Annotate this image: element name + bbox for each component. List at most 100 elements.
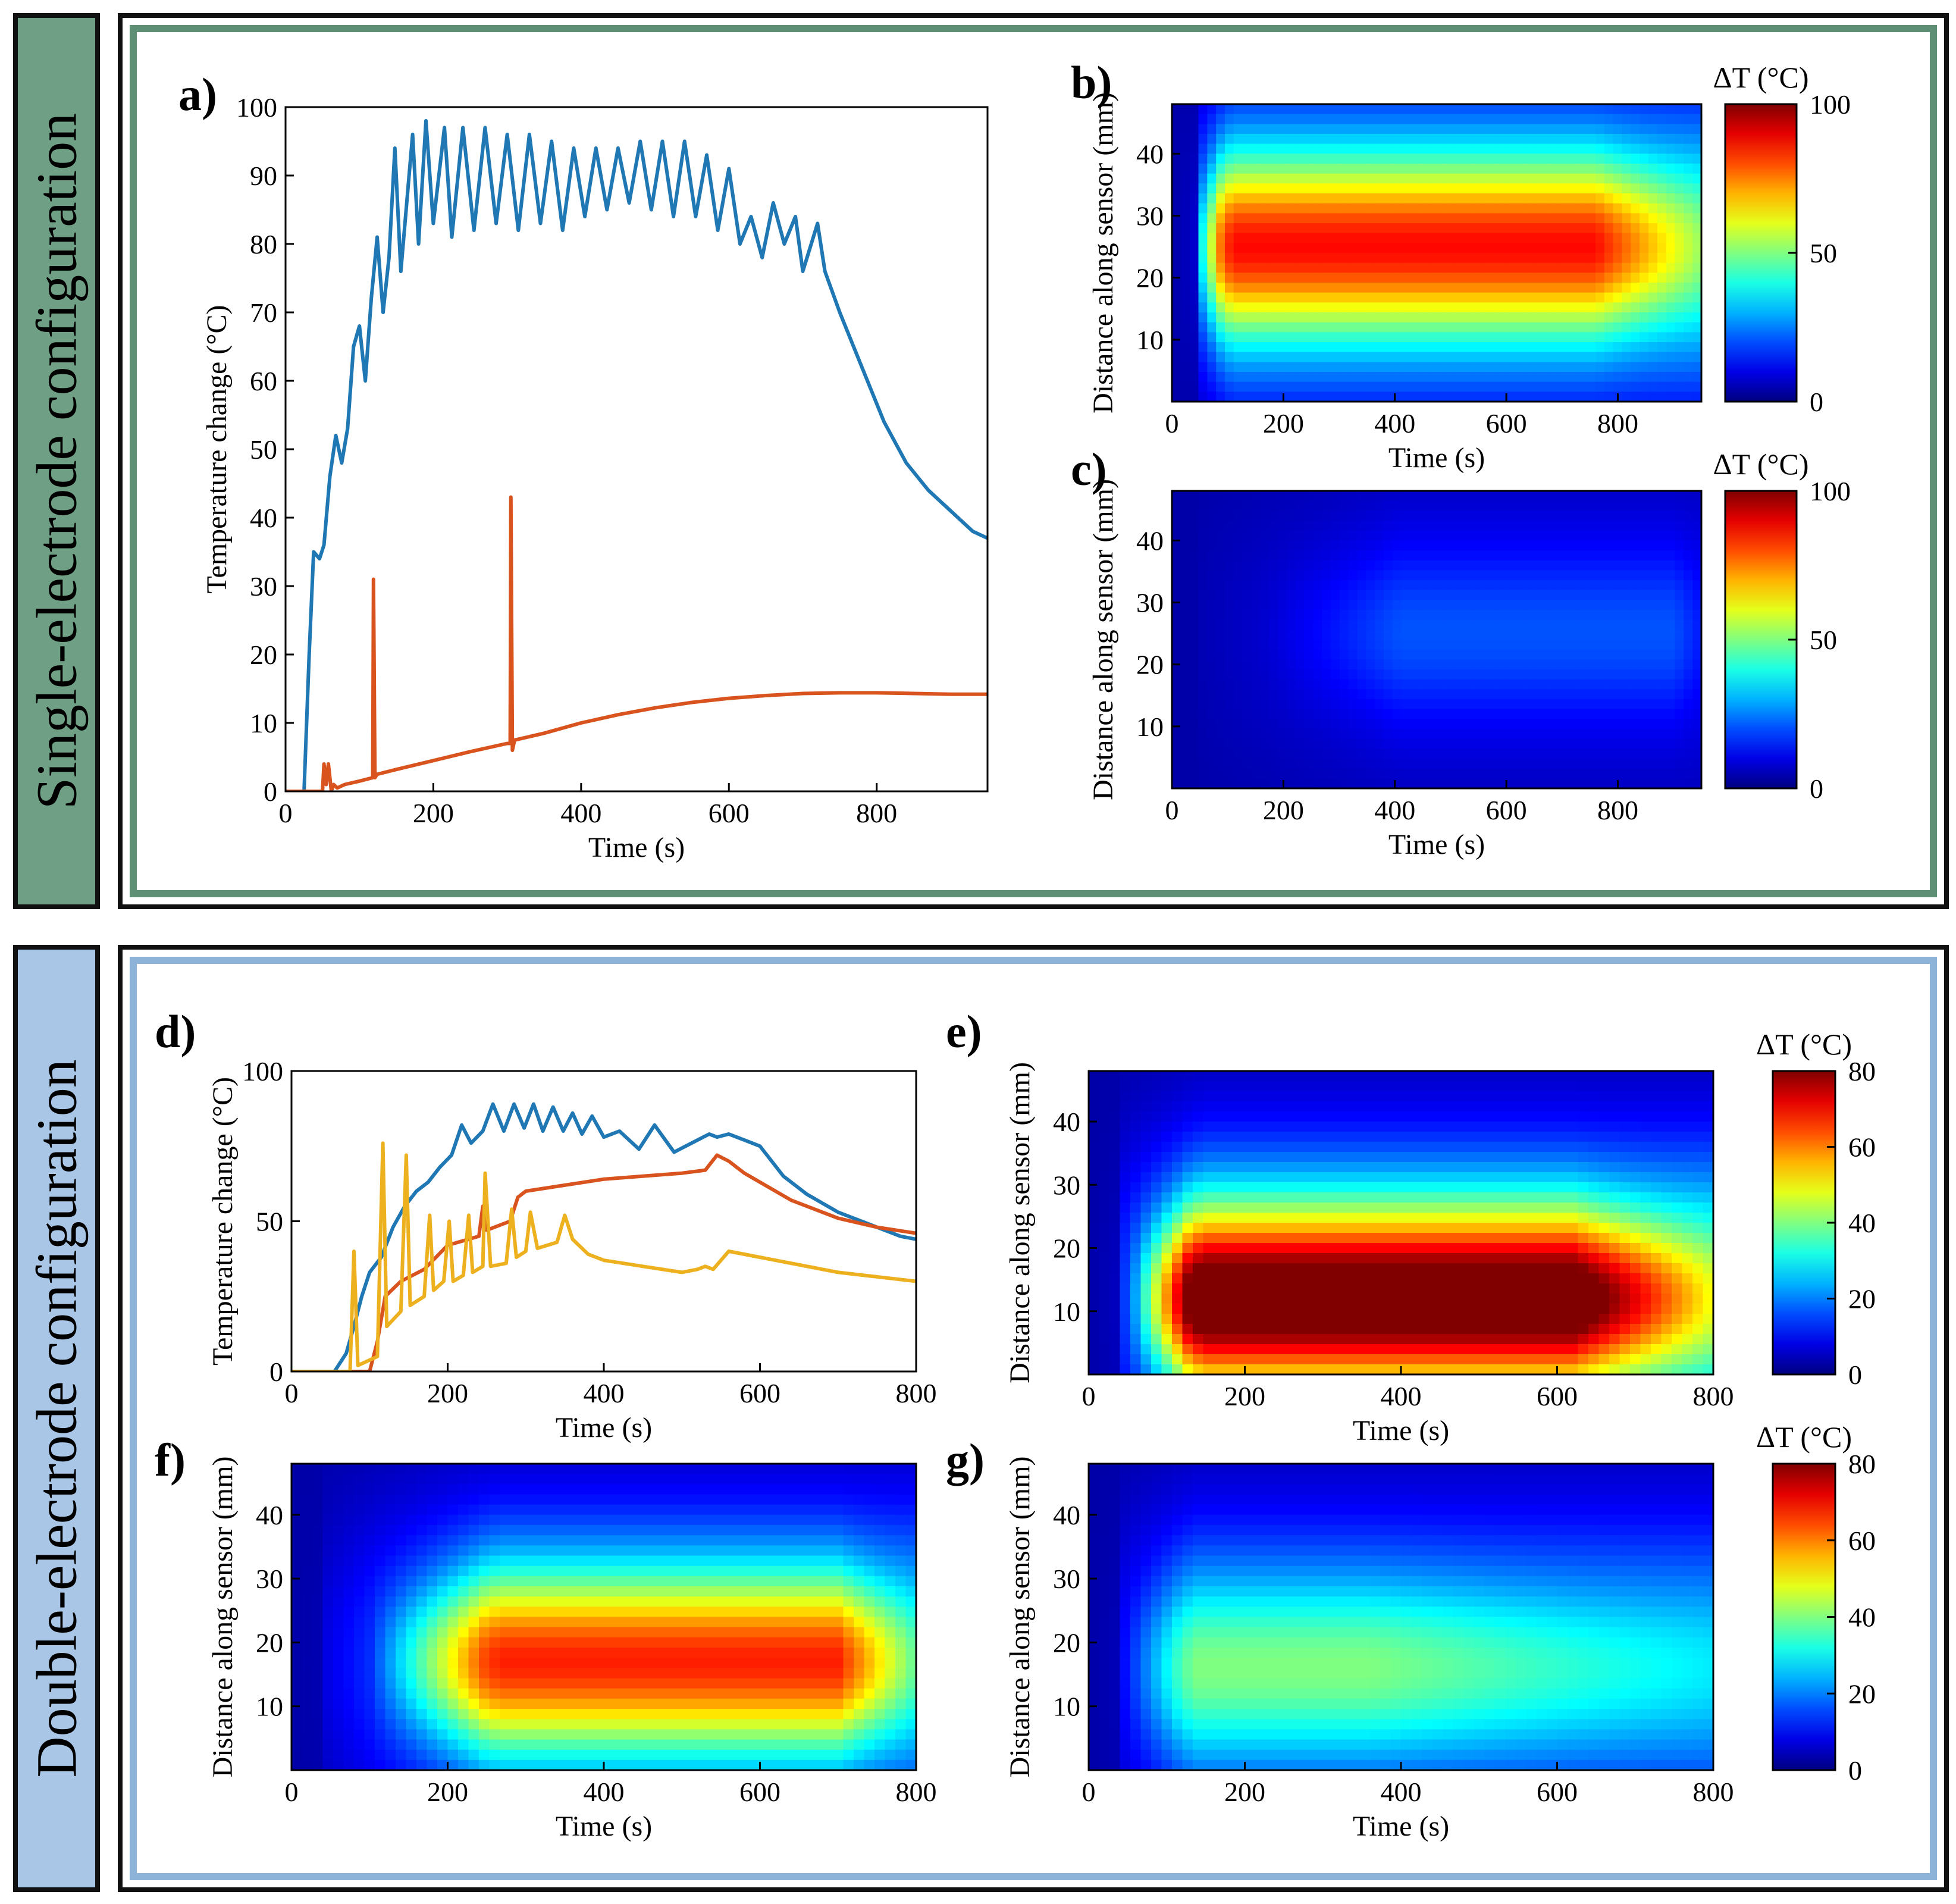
chart-f: 0 200 400 600 800 10 20 30 40 Time (s) Distance al… [149, 1422, 982, 1874]
chart-g-ytick-label: 30 [1053, 1564, 1080, 1594]
chart-d-xtick-label: 0 [285, 1378, 299, 1408]
chart-c: 0 50 100 ΔT (°C) 0 200 400 600 800 10 20 30 40 Time (… [1065, 440, 1933, 869]
chart-d-ytick-label: 50 [256, 1207, 283, 1237]
chart-f-svg: 0 200 400 600 800 10 20 30 40 Time (s) Distance al… [155, 1434, 937, 1842]
chart-c-ytick-label: 30 [1136, 588, 1164, 618]
chart-c-heatmap [1172, 491, 1702, 789]
chart-f-xtick-label: 800 [896, 1777, 937, 1807]
chart-b-axes-frame [1171, 103, 1703, 403]
chart-f-ylabel: Distance along sensor (mm) [207, 1457, 239, 1778]
chart-d-xlabel: Time (s) [556, 1412, 652, 1443]
chart-g-xlabel: Time (s) [1353, 1811, 1449, 1842]
chart-b-ytick-label: 40 [1136, 139, 1164, 169]
chart-g-xtick-label: 200 [1224, 1777, 1265, 1807]
chart-c-ylabel: Distance along sensor (mm) [1087, 479, 1119, 800]
chart-g-colorbar-label: 60 [1848, 1526, 1876, 1556]
chart-e-ytick-label: 40 [1053, 1107, 1080, 1137]
chart-g-ylabel: Distance along sensor (mm) [1004, 1457, 1036, 1778]
chart-a-xtick-label: 600 [709, 798, 750, 828]
chart-g-ytick-label: 10 [1053, 1692, 1080, 1722]
chart-g-colorbar [1772, 1463, 1836, 1771]
panel-single [118, 13, 1949, 909]
sidebar-single-label: Single-electrode configuration [24, 112, 89, 810]
sidebar-double-label: Double-electrode configuration [24, 1059, 89, 1778]
chart-f-ytick-label: 10 [256, 1692, 283, 1722]
chart-a-ytick-label: 10 [250, 708, 277, 738]
chart-a-xtick-label: 400 [560, 798, 601, 828]
chart-g-colorbar-title: ΔT (°C) [1756, 1422, 1852, 1454]
chart-a-ytick-label: 60 [250, 366, 277, 396]
chart-e-xtick-label: 600 [1537, 1381, 1578, 1411]
chart-c-xtick-label: 0 [1165, 795, 1179, 825]
chart-b-heatmap [1172, 104, 1702, 402]
chart-c-ytick-label: 10 [1136, 712, 1164, 742]
chart-d-ytick-label: 100 [242, 1056, 283, 1086]
chart-a-svg: 0 200 400 600 800 0 10 20 30 40 50 60 70 80 90 100 Time … [178, 71, 989, 863]
chart-b-xtick-label: 0 [1165, 408, 1179, 439]
chart-d-xtick-label: 400 [584, 1378, 625, 1408]
chart-g-colorbar-label: 20 [1848, 1678, 1876, 1709]
chart-g-xtick-label: 600 [1537, 1777, 1578, 1807]
chart-c-xtick-label: 400 [1374, 795, 1415, 825]
chart-g-xtick-label: 800 [1693, 1777, 1734, 1807]
sidebar-single: Single-electrode configuration [13, 13, 100, 909]
chart-c-colorbar [1724, 490, 1798, 790]
chart-g: 0 20 40 60 80 ΔT (°C) 0 200 400 600 800 10 20 30 40 Tim… [940, 1422, 1921, 1874]
chart-a-series-orange [286, 495, 988, 791]
chart-g-xtick-label: 400 [1381, 1777, 1422, 1807]
chart-b-colorbar-label: 0 [1810, 387, 1823, 417]
chart-c-xtick-label: 800 [1597, 795, 1638, 825]
chart-e-colorbar [1772, 1070, 1836, 1376]
chart-g-ytick-label: 20 [1053, 1627, 1080, 1658]
chart-d-series-yellow [291, 1141, 916, 1371]
chart-a-xtick-label: 0 [279, 798, 293, 828]
chart-d-xtick-label: 200 [427, 1378, 468, 1408]
chart-c-panel-label: c) [1071, 443, 1107, 495]
chart-b: 0 50 100 ΔT (°C) 0 200 400 600 800 10 20 30 40 Time (… [1065, 54, 1933, 482]
chart-b-panel-label: b) [1071, 57, 1112, 108]
chart-a-ytick-label: 40 [250, 503, 277, 533]
chart-d-series-blue [291, 1102, 916, 1371]
chart-g-colorbar-label: 40 [1848, 1602, 1876, 1633]
chart-e-panel-label: e) [946, 1006, 982, 1057]
chart-e-colorbar-label: 0 [1848, 1360, 1862, 1390]
chart-e-xtick-label: 400 [1381, 1381, 1422, 1411]
chart-c-colorbar-label: 0 [1810, 774, 1823, 804]
chart-b-xtick-label: 800 [1597, 408, 1638, 439]
chart-b-colorbar-label: 50 [1810, 238, 1837, 268]
chart-b-colorbar-title: ΔT (°C) [1713, 61, 1809, 94]
chart-a-ytick-label: 30 [250, 571, 277, 602]
chart-c-colorbar-label: 50 [1810, 625, 1837, 655]
chart-b-xtick-label: 600 [1486, 408, 1527, 439]
chart-f-xtick-label: 200 [427, 1777, 468, 1807]
chart-a-xtick-label: 800 [856, 798, 897, 828]
chart-f-xtick-label: 400 [584, 1777, 625, 1807]
chart-e-colorbar-title: ΔT (°C) [1756, 1028, 1852, 1061]
chart-f-xtick-label: 0 [285, 1777, 299, 1807]
chart-d-series-orange [291, 1153, 916, 1371]
chart-g-colorbar-label: 0 [1848, 1755, 1862, 1786]
panel-double [118, 945, 1949, 1892]
chart-a-ytick-label: 100 [236, 92, 277, 123]
chart-e-xtick-label: 800 [1693, 1381, 1734, 1411]
chart-d-panel-label: d) [155, 1006, 196, 1057]
chart-e-ytick-label: 10 [1053, 1297, 1080, 1327]
chart-a-ytick-label: 50 [250, 434, 277, 465]
chart-e-ytick-label: 30 [1053, 1170, 1080, 1200]
chart-a-panel-label: a) [178, 71, 217, 120]
chart-e-colorbar-label: 60 [1848, 1132, 1876, 1163]
chart-b-colorbar [1724, 103, 1798, 403]
chart-b-xlabel: Time (s) [1388, 442, 1485, 474]
chart-a-ytick-label: 20 [250, 640, 277, 670]
chart-b-colorbar-label: 100 [1810, 89, 1851, 120]
chart-e-heatmap [1089, 1071, 1714, 1375]
chart-b-ytick-label: 10 [1136, 325, 1164, 355]
chart-d-ylabel: Temperature change (°C) [207, 1077, 239, 1366]
chart-f-ytick-label: 30 [256, 1564, 283, 1594]
chart-b-xtick-label: 200 [1263, 408, 1304, 439]
chart-a-ytick-label: 70 [250, 298, 277, 328]
